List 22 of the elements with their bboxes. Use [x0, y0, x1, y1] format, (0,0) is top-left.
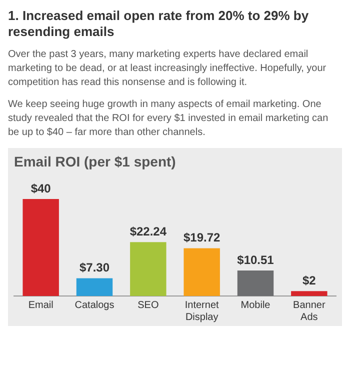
x-tick-label: Mobile [240, 300, 271, 311]
text: 1. Increased email open rate from 20% to 29% by resending emails [8, 8, 310, 40]
data-label: $7.30 [79, 260, 110, 275]
x-tick-label: Internet Display [184, 300, 220, 323]
bar [184, 248, 220, 296]
data-label: $10.51 [237, 252, 274, 267]
data-label: $40 [30, 181, 52, 196]
data-label: $22.24 [130, 224, 167, 238]
x-tick-label: Banner Ads [293, 300, 326, 323]
x-tick-label: Catalogs [74, 300, 114, 311]
text: We keep seeing huge growth in many aspects of email marketing. One study revealed that the ROI for every $1 invested in email marketing can be up to $40 – far more than other channels. [8, 98, 330, 140]
bar [130, 242, 166, 296]
x-tick-label: Email [28, 300, 54, 311]
bar [237, 270, 274, 296]
bar [76, 278, 113, 296]
data-label: $19.72 [183, 230, 221, 245]
text: Over the past 3 years, many marketing experts have declared email marketing to be dead, or at least increasingly ineffective. Hopefully, your competition has read this nonsense and is following it. [8, 48, 328, 90]
bar [291, 291, 328, 296]
chart-title: Email ROI (per $1 spent) [14, 153, 176, 170]
x-tick-label: SEO [138, 300, 159, 311]
bar [22, 199, 59, 296]
data-label: $2 [302, 273, 316, 288]
